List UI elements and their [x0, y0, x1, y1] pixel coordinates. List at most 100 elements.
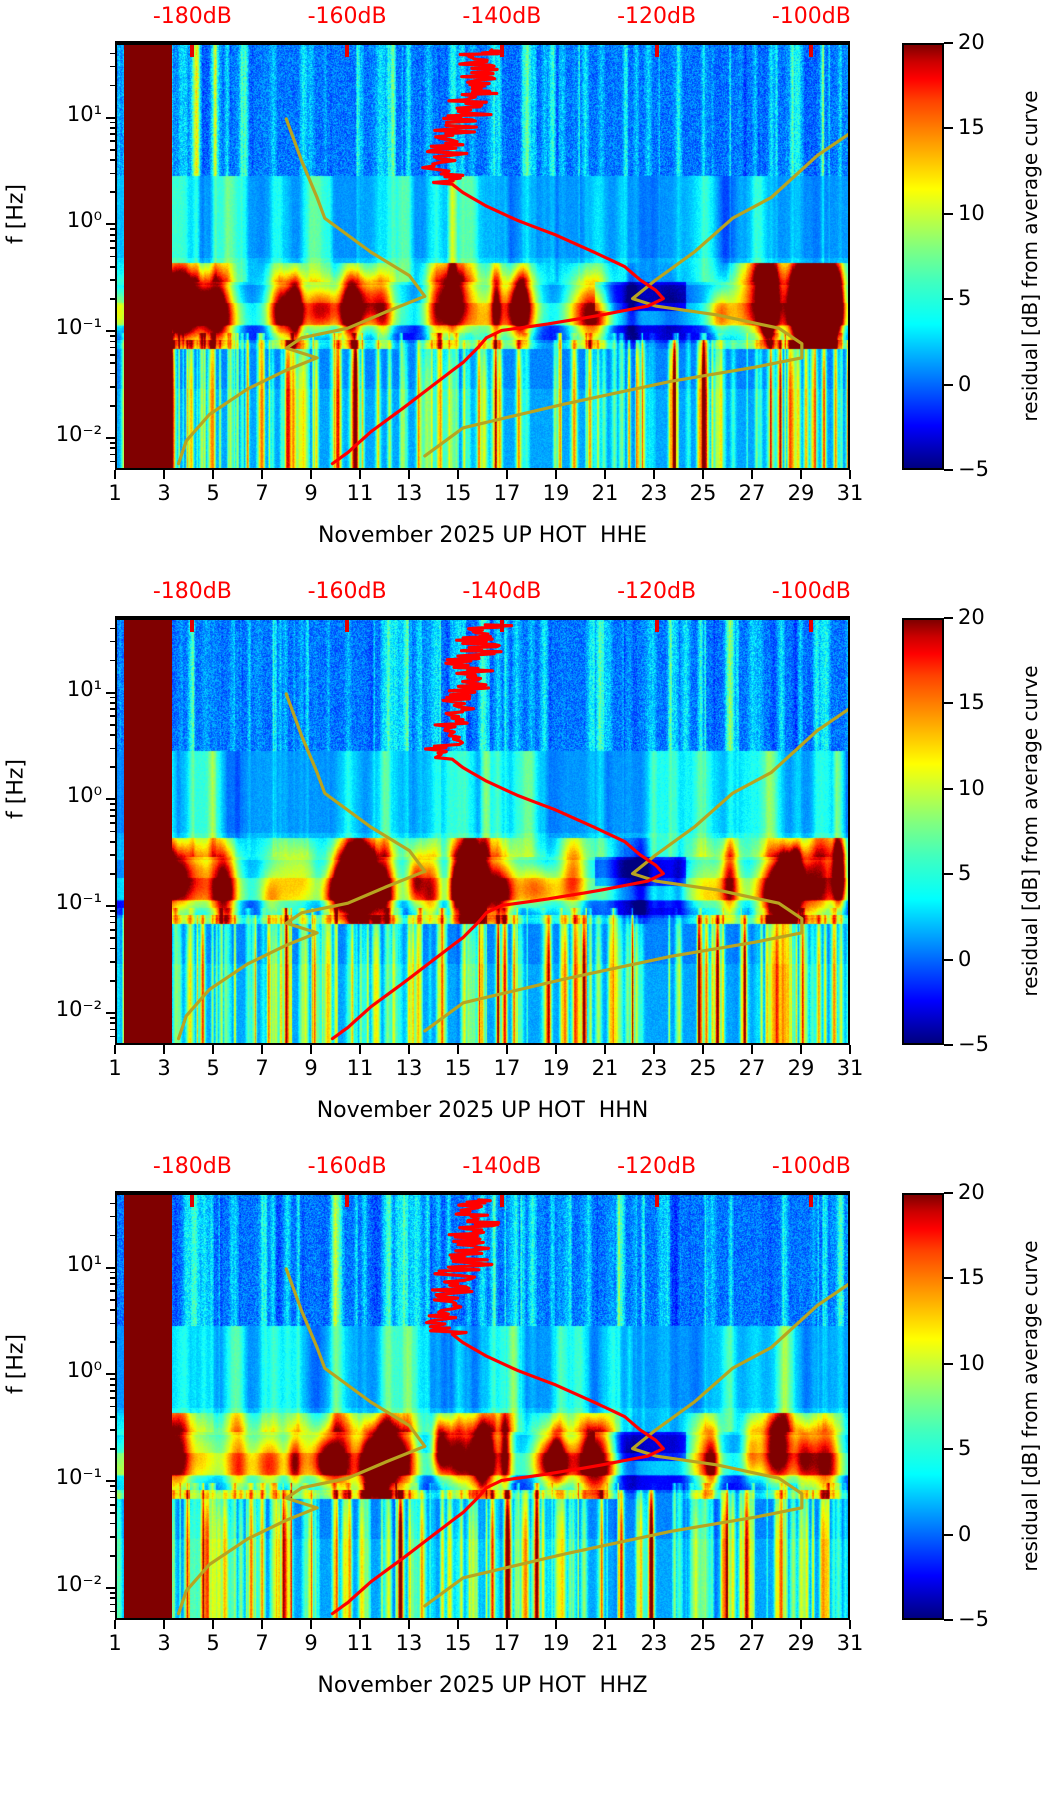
y-axis-tick [106, 223, 115, 226]
y-axis-tick [106, 1011, 115, 1014]
y-axis-minor-tick [110, 1277, 115, 1279]
x-axis-tick [555, 1045, 557, 1054]
y-axis-minor-tick [110, 1416, 115, 1418]
x-axis-tick-label: 23 [640, 1631, 668, 1655]
y-axis-minor-tick [110, 353, 115, 356]
y-axis-tick [106, 1373, 115, 1376]
y-axis-tick-label: 10¹ [66, 101, 102, 126]
x-axis-tick-label: 21 [591, 481, 619, 505]
x-axis-tick-label: 19 [542, 1631, 570, 1655]
y-axis-minor-tick [110, 766, 115, 769]
x-axis-tick-label: 15 [444, 1056, 472, 1080]
top-axis-db-tick [499, 1195, 504, 1207]
masked-no-data-region [124, 1195, 173, 1618]
y-axis-tick-label: 10⁰ [66, 783, 102, 808]
top-axis-db-tick [809, 1195, 814, 1207]
x-axis-tick-label: 29 [787, 1056, 815, 1080]
plot-area [115, 618, 850, 1045]
y-axis-minor-tick [110, 1309, 115, 1311]
colorbar-tick [944, 873, 953, 876]
y-axis-minor-tick [110, 961, 115, 963]
top-axis-line [115, 616, 850, 619]
top-axis-db-tick [190, 1195, 195, 1207]
x-axis-tick-label: 11 [346, 1056, 374, 1080]
y-axis-minor-tick [110, 1290, 115, 1293]
y-axis-minor-tick [110, 84, 115, 87]
y-axis-title: f [Hz] [3, 1334, 29, 1394]
spectrogram-panel-hhe: 10¹ 10⁰ 10⁻¹ 10⁻² f [Hz] 1 3 5 7 9 11 13 15 17 19 21 23 2… [0, 0, 1052, 586]
colorbar-tick [944, 1277, 953, 1280]
x-axis-tick [408, 1620, 410, 1629]
y-axis-minor-tick [110, 191, 115, 194]
top-axis-db-label: -100dB [771, 1154, 851, 1179]
x-axis-tick [114, 1045, 116, 1054]
x-axis-tick-label: 13 [395, 1056, 423, 1080]
y-axis-minor-tick [110, 910, 115, 912]
x-axis-tick [114, 470, 116, 479]
colorbar [902, 43, 944, 470]
x-axis-tick [163, 470, 165, 479]
y-axis-minor-tick [110, 159, 115, 161]
top-axis-db-label: -100dB [771, 579, 851, 604]
x-axis-tick-label: 13 [395, 481, 423, 505]
spectrogram-image [117, 1195, 848, 1618]
y-axis-minor-tick [110, 133, 115, 135]
x-axis-tick [800, 470, 802, 479]
x-axis-tick-label: 21 [591, 1056, 619, 1080]
y-axis-minor-tick [110, 708, 115, 710]
x-axis-tick [261, 470, 263, 479]
colorbar-tick-label: 5 [958, 1436, 972, 1461]
top-axis-db-label: -180dB [152, 4, 232, 29]
y-axis-tick [106, 436, 115, 439]
y-axis-minor-tick [110, 1378, 115, 1381]
y-axis-tick [106, 330, 115, 333]
x-axis-tick-label: 7 [255, 481, 269, 505]
colorbar-tick [944, 617, 953, 619]
colorbar-tick-label: 15 [958, 115, 985, 140]
y-axis-minor-tick [110, 335, 115, 337]
colorbar-tick [944, 298, 953, 301]
colorbar-tick-label: 0 [958, 371, 972, 396]
x-axis-tick-label: 25 [689, 481, 717, 505]
x-axis-tick-label: 9 [304, 1631, 318, 1655]
x-axis-tick [359, 470, 361, 479]
x-axis-tick-label: 5 [206, 481, 220, 505]
y-axis-minor-tick [110, 1202, 115, 1205]
y-axis-minor-tick [110, 148, 115, 151]
y-axis-minor-tick [110, 1322, 115, 1325]
y-axis-minor-tick [110, 1390, 115, 1392]
x-axis-title: November 2025 UP HOT HHE [317, 523, 648, 548]
colorbar-tick-label: 20 [958, 1180, 985, 1204]
y-axis-title: f [Hz] [3, 184, 29, 244]
colorbar-tick [944, 958, 953, 961]
y-axis-minor-tick [110, 441, 115, 444]
x-axis-tick-label: 25 [689, 1631, 717, 1655]
x-axis-tick-label: 27 [738, 1056, 766, 1080]
colorbar-tick-label: 10 [958, 1350, 985, 1375]
colorbar-tick [944, 1044, 953, 1046]
y-axis-tick [106, 691, 115, 694]
x-axis-title: November 2025 UP HOT HHZ [317, 1673, 648, 1698]
y-axis-minor-tick [110, 1597, 115, 1599]
x-axis-tick [163, 1620, 165, 1629]
y-axis-minor-tick [110, 873, 115, 875]
x-axis-tick-label: 27 [738, 1631, 766, 1655]
y-axis-minor-tick [110, 372, 115, 375]
y-axis-tick-label: 10⁰ [66, 208, 102, 233]
x-axis-tick [555, 470, 557, 479]
x-axis-tick-label: 11 [346, 1631, 374, 1655]
x-axis-tick [114, 1620, 116, 1629]
spectrogram-image [117, 620, 848, 1043]
y-axis-minor-tick [110, 723, 115, 726]
x-axis-tick-label: 31 [836, 1631, 864, 1655]
y-axis-minor-tick [110, 937, 115, 940]
y-axis-minor-tick [110, 279, 115, 281]
colorbar-tick-label: 15 [958, 690, 985, 715]
x-axis-tick-label: 1 [108, 481, 122, 505]
y-axis-minor-tick [110, 1512, 115, 1515]
y-axis-tick [106, 1266, 115, 1269]
y-axis-tick [106, 798, 115, 801]
spectrogram-canvas [117, 620, 848, 1043]
y-axis-minor-tick [110, 1496, 115, 1499]
y-axis-minor-tick [110, 822, 115, 824]
